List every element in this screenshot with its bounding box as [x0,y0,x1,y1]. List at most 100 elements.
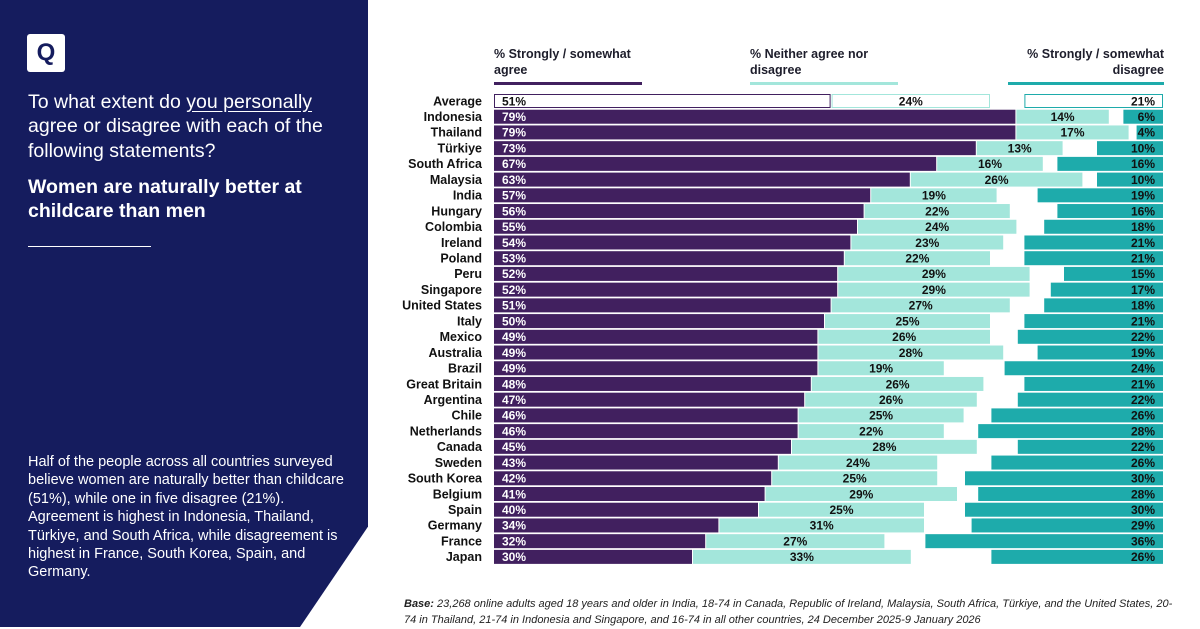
value-disagree: 22% [1131,330,1155,344]
bar-neither [838,266,1030,281]
country-label: South Africa [408,157,483,171]
country-label: India [453,189,483,203]
bar-disagree [1037,345,1163,360]
value-agree: 79% [502,110,526,124]
base-note: Base: 23,268 online adults aged 18 years… [404,597,1184,629]
country-label: United States [402,299,482,313]
bar-disagree [1097,141,1163,156]
bar-disagree [1044,219,1163,234]
country-label: Mexico [440,330,483,344]
header-neither: % Neither agree nor disagree [750,47,869,77]
value-agree: 51% [502,299,526,313]
bar-disagree [1017,439,1163,454]
value-agree: 46% [502,409,526,423]
value-disagree: 15% [1131,267,1155,281]
bar-neither [792,439,977,454]
value-neither: 26% [879,393,903,407]
bar-agree [494,376,811,391]
value-agree: 30% [502,550,526,564]
value-neither: 33% [790,550,814,564]
country-label: Chile [451,409,482,423]
bar-agree [494,361,818,376]
value-disagree: 29% [1131,519,1155,533]
bar-agree [494,471,772,486]
bar-agree [494,439,791,454]
bar-agree [494,125,1016,140]
country-label: Thailand [431,126,482,140]
bar-disagree [1024,376,1163,391]
country-label: Brazil [448,362,482,376]
value-neither: 16% [978,157,1002,171]
bar-disagree [1004,361,1163,376]
bar-agree [494,314,824,329]
value-agree: 67% [502,157,526,171]
country-label: Average [433,94,482,108]
bar-neither [759,502,924,517]
value-disagree: 22% [1131,393,1155,407]
question-suffix: agree or disagree with each of the follo… [28,115,323,162]
bar-neither [851,235,1004,250]
bar-agree [494,455,778,470]
value-disagree: 21% [1131,236,1155,250]
bar-neither [858,219,1017,234]
header-agree-bar [494,82,642,85]
value-agree: 50% [502,314,526,328]
value-neither: 24% [925,220,949,234]
bar-disagree [1024,94,1164,108]
divider [28,246,151,247]
bar-agree [494,549,692,564]
country-label: Türkiye [438,141,483,155]
bar-neither [818,345,1004,360]
value-agree: 48% [502,377,526,391]
value-agree: 63% [502,173,526,187]
value-agree: 51% [502,94,526,108]
value-disagree: 26% [1131,550,1155,564]
value-disagree: 28% [1131,487,1155,501]
value-neither: 25% [829,503,853,517]
bar-neither [844,251,990,266]
value-agree: 47% [502,393,526,407]
value-agree: 57% [502,189,526,203]
value-neither: 14% [1051,110,1075,124]
bar-neither [910,172,1083,187]
country-label: Hungary [431,204,482,218]
value-agree: 55% [502,220,526,234]
bar-disagree [965,502,1163,517]
value-agree: 49% [502,362,526,376]
country-label: Germany [428,519,482,533]
bar-agree [494,156,937,171]
country-label: Argentina [424,393,483,407]
bar-disagree [1136,125,1163,140]
value-disagree: 36% [1131,534,1155,548]
value-agree: 45% [502,440,526,454]
bar-neither [811,376,984,391]
bar-neither [831,298,1010,313]
bar-disagree [991,549,1163,564]
bar-neither [778,455,938,470]
bar-agree [494,94,831,108]
bar-neither [818,361,944,376]
bar-disagree [1050,282,1163,297]
value-neither: 26% [892,330,916,344]
country-label: South Korea [408,472,483,486]
header-neither-bar [750,82,898,85]
country-label: Malaysia [430,173,483,187]
bar-disagree [1017,329,1163,344]
question-prefix: To what extent do [28,91,187,113]
country-label: Sweden [435,456,482,470]
bar-neither [805,392,977,407]
bar-disagree [925,534,1163,549]
bar-agree [494,298,831,313]
value-agree: 40% [502,503,526,517]
value-disagree: 28% [1131,424,1155,438]
bar-neither [864,204,1010,219]
value-disagree: 26% [1131,409,1155,423]
bar-agree [494,204,864,219]
bar-agree [494,141,976,156]
value-disagree: 30% [1131,472,1155,486]
value-neither: 19% [922,189,946,203]
bar-agree [494,219,857,234]
bar-disagree [978,487,1163,501]
bar-neither [798,424,944,439]
bar-neither [838,282,1030,297]
